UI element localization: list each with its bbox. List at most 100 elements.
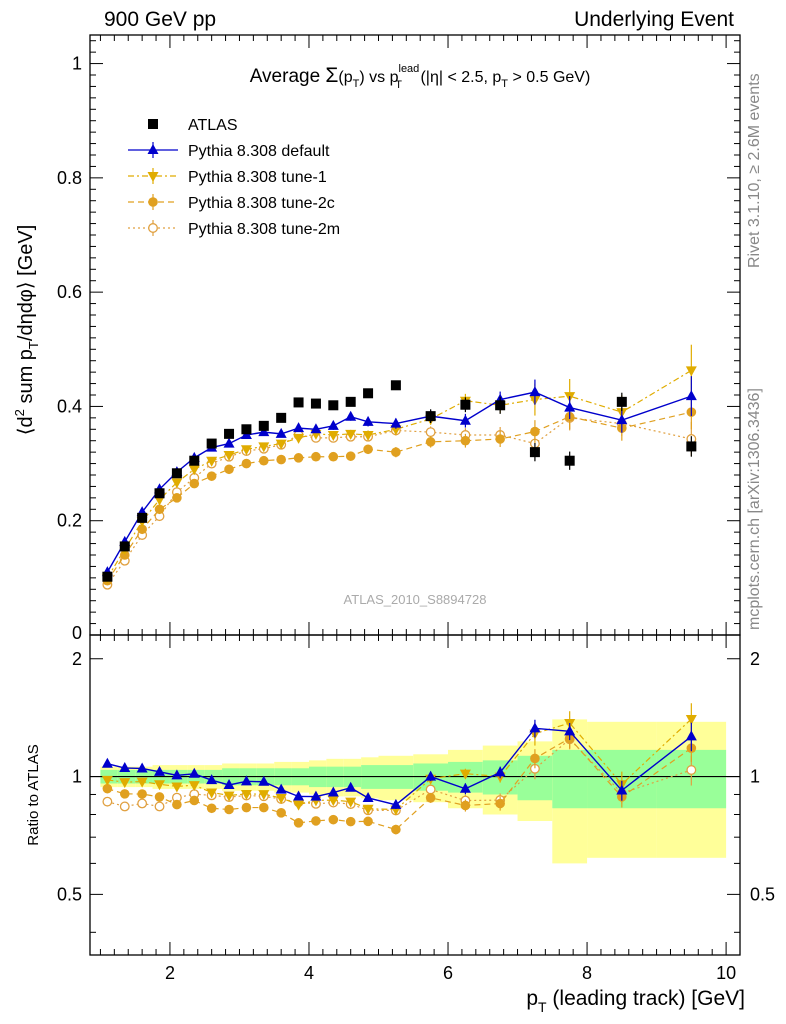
series-0-point xyxy=(137,512,148,523)
series-0-point xyxy=(616,396,627,407)
series-2-ratio-point xyxy=(345,797,357,808)
series-0-point xyxy=(171,468,182,479)
series-1-ratio-point xyxy=(494,766,506,777)
series-2-ratio-point xyxy=(171,782,183,793)
series-1-ratio-point xyxy=(390,798,402,809)
series-3-ratio-point xyxy=(391,824,401,835)
legend: ATLAS Pythia 8.308 default Pythia 8.308 tu… xyxy=(128,117,340,238)
x-tick-label: 2 xyxy=(165,963,175,983)
series-1-point xyxy=(685,390,697,401)
series-3-point xyxy=(530,426,540,437)
series-0-point xyxy=(241,424,252,435)
y-tick-label: 0.2 xyxy=(57,511,82,531)
series-2-ratio-point xyxy=(136,777,148,788)
series-1-ratio-point xyxy=(119,762,131,773)
series-1-ratio-point xyxy=(362,791,374,802)
series-1-point xyxy=(327,419,339,430)
series-0-point xyxy=(224,428,235,439)
series-1-point xyxy=(529,386,541,397)
series-2-point xyxy=(258,442,270,453)
series-2-point xyxy=(240,445,252,456)
series-2-ratio-point xyxy=(459,769,471,780)
series-3-point xyxy=(345,451,356,461)
series-0-point xyxy=(310,398,321,409)
ratio-y-axis-label: Ratio to ATLAS xyxy=(25,744,42,845)
x-tick-label: 10 xyxy=(716,963,736,983)
chart-title: Average Σ(pT) vs plead T (|η| < 2.5, pT >… xyxy=(250,63,591,91)
series-1-ratio-point xyxy=(101,757,113,768)
series-1-point xyxy=(223,437,235,448)
series-3-ratio-point xyxy=(293,818,304,828)
series-2-ratio-point xyxy=(293,800,305,811)
series-2-point xyxy=(188,465,200,476)
series-3-point xyxy=(363,444,373,455)
series-1-ratio-point xyxy=(258,775,270,786)
series-1-ratio-point xyxy=(154,765,166,776)
series-0-point xyxy=(119,541,130,552)
series-1-ratio-point xyxy=(240,775,252,786)
series-2-point xyxy=(327,431,339,441)
series-2-point xyxy=(206,456,218,467)
ratio-y-tick-label: 2 xyxy=(750,649,760,669)
series-0-point xyxy=(529,447,540,458)
series-2-line xyxy=(106,369,692,579)
series-1-ratio-point xyxy=(188,767,200,778)
ratio-y-tick-label: 0.5 xyxy=(750,884,775,904)
series-2-point xyxy=(362,431,374,441)
x-tick-label: 8 xyxy=(582,963,592,983)
ratio-y-tick-label: 1 xyxy=(750,767,760,787)
series-1-ratio-point xyxy=(345,781,357,792)
series-1-ratio-point xyxy=(206,774,218,785)
series-3-point xyxy=(311,451,321,462)
series-1-point xyxy=(275,427,287,438)
series-2-ratio-point xyxy=(362,804,374,815)
series-0-point xyxy=(189,455,200,466)
series-3-ratio-point xyxy=(345,816,356,827)
ratio-plot-frame xyxy=(89,634,741,956)
series-0-point xyxy=(102,571,113,582)
series-3-ratio-point xyxy=(311,816,321,826)
series-3-ratio-point xyxy=(328,814,339,825)
series-1-ratio-point xyxy=(327,786,339,797)
series-4-ratio-point xyxy=(119,801,130,812)
series-1-ratio-point xyxy=(425,770,437,781)
series-3-point xyxy=(172,493,182,503)
series-2-ratio-point xyxy=(240,789,252,800)
series-3-ratio-point xyxy=(530,753,540,764)
series-2-ratio-line xyxy=(107,718,692,811)
series-2-point xyxy=(345,429,357,440)
series-3-ratio-point xyxy=(224,804,234,815)
header-right: Underlying Event xyxy=(574,8,734,31)
legend-label: Pythia 8.308 default xyxy=(188,143,330,160)
legend-marker xyxy=(148,119,158,129)
series-3-ratio-point xyxy=(495,798,505,809)
series-2-ratio-point xyxy=(258,790,270,801)
series-1-ratio-point xyxy=(616,784,628,795)
x-axis-label: pT (leading track) [GeV] xyxy=(526,987,745,1015)
series-2-ratio-point xyxy=(101,775,113,786)
series-0-point xyxy=(328,400,339,411)
series-0-point xyxy=(460,399,471,410)
series-0-point xyxy=(154,488,165,499)
series-4-line xyxy=(106,417,692,586)
x-tick-label: 4 xyxy=(304,963,314,983)
series-1-ratio-point xyxy=(275,783,287,794)
series-1-point xyxy=(345,410,357,421)
ratio-series-group xyxy=(101,703,697,835)
series-3-ratio-point xyxy=(137,789,147,799)
series-3-point xyxy=(206,471,217,481)
series-0-point xyxy=(258,420,269,431)
series-2-ratio-point xyxy=(275,793,287,804)
legend-label: ATLAS xyxy=(188,117,238,134)
series-3-ratio-point xyxy=(206,803,217,814)
series-3-point xyxy=(137,524,147,535)
series-4-ratio-point xyxy=(425,784,436,795)
rivet-label: Rivet 3.1.10, ≥ 2.6M events xyxy=(746,73,763,268)
series-4-ratio-point xyxy=(102,796,113,807)
series-1-ratio-point xyxy=(564,725,576,736)
series-1-point xyxy=(564,401,576,412)
series-0-point xyxy=(293,397,304,408)
series-1-ratio-point xyxy=(459,782,471,793)
series-1-point xyxy=(390,417,402,428)
series-3-ratio-point xyxy=(119,789,130,799)
